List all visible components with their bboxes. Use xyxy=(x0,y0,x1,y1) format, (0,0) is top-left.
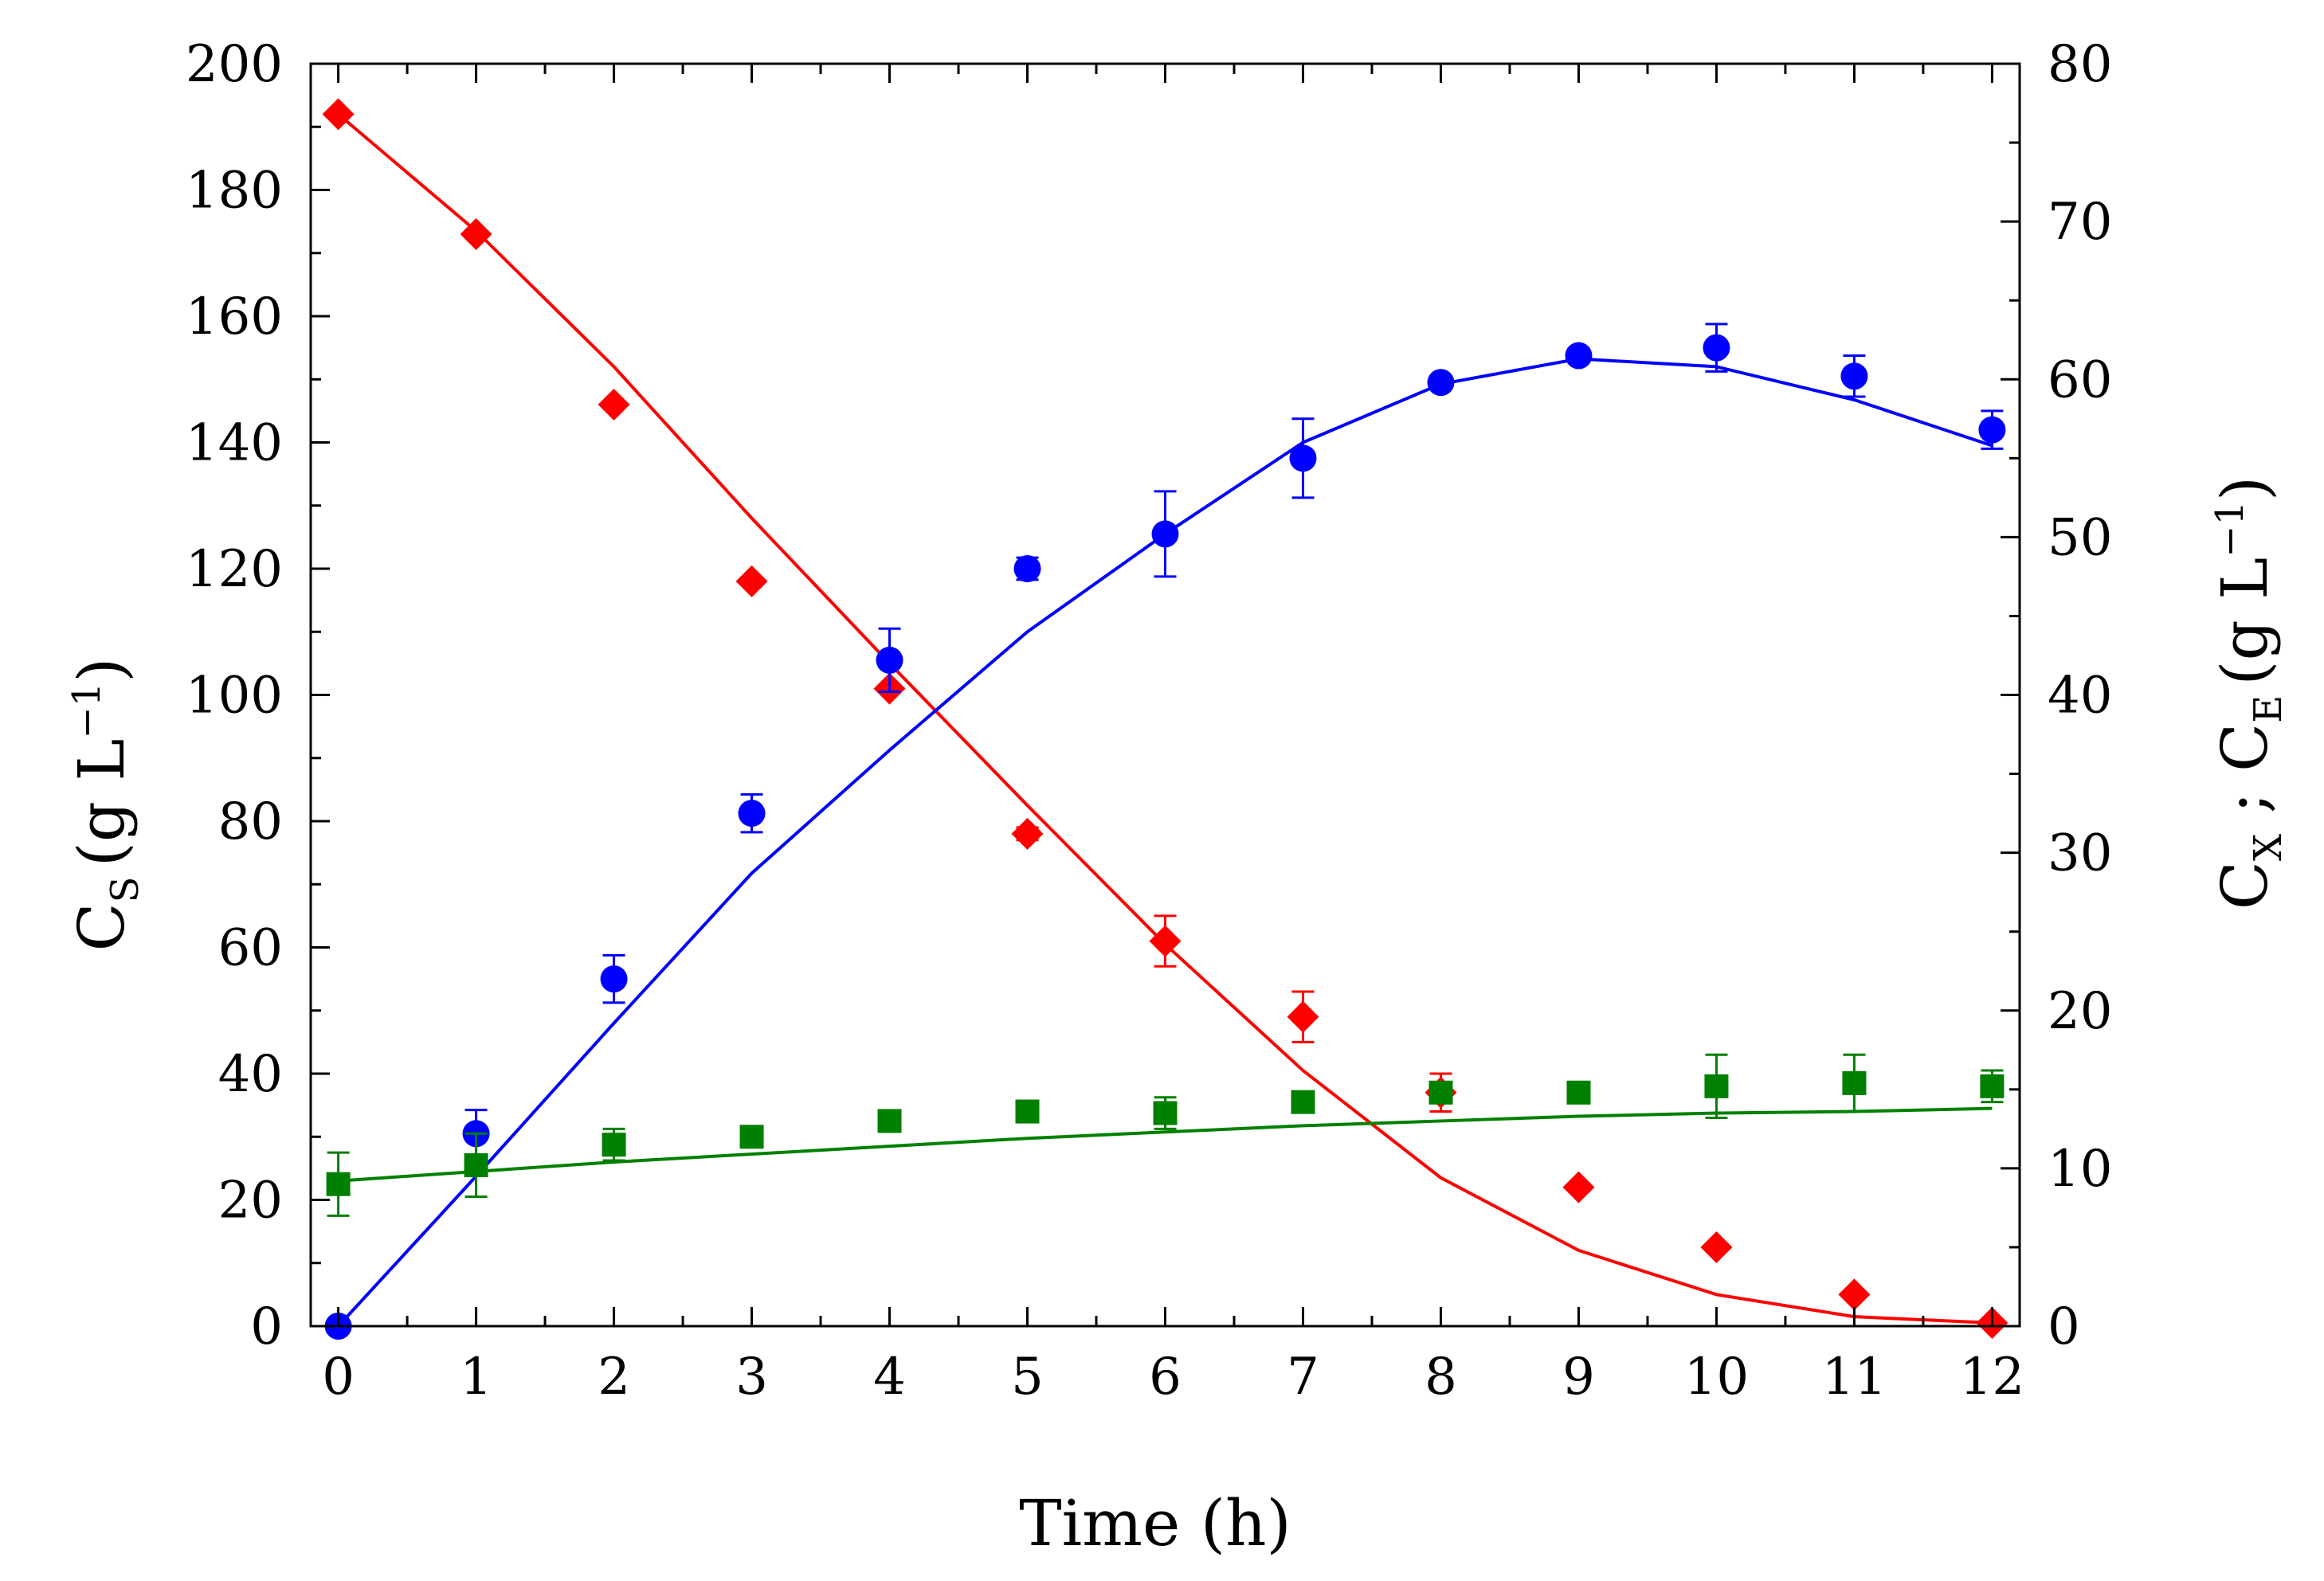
y-right-axis-title: CX ; CE(g L−1) xyxy=(2208,476,2291,910)
point-cs-substrate-data xyxy=(1562,1171,1595,1203)
point-ce-ethanol-data xyxy=(326,1172,351,1196)
point-ce-ethanol-data xyxy=(1153,1101,1178,1125)
point-cx-biomass-data xyxy=(1840,362,1868,390)
point-ce-ethanol-data xyxy=(602,1133,626,1157)
y-left-tick-label: 160 xyxy=(186,288,283,346)
series-line-cx-biomass-model xyxy=(337,357,1993,1328)
point-cx-biomass-data xyxy=(1565,342,1593,370)
x-tick-label: 3 xyxy=(735,1348,768,1407)
point-ce-ethanol-data xyxy=(1842,1070,1867,1095)
point-cx-biomass-data xyxy=(1013,555,1041,582)
x-tick-label: 7 xyxy=(1287,1348,1319,1407)
y-right-tick-label: 10 xyxy=(2048,1140,2112,1199)
point-cx-biomass-data xyxy=(738,800,766,828)
y-left-tick-label: 60 xyxy=(218,919,283,978)
x-tick-label: 1 xyxy=(460,1348,492,1407)
x-tick-label: 9 xyxy=(1562,1348,1595,1407)
point-cx-biomass-data xyxy=(1703,334,1730,362)
y-left-tick-label: 180 xyxy=(186,162,283,221)
x-axis-title: Time (h) xyxy=(1019,1486,1291,1560)
y-left-tick-label: 200 xyxy=(186,35,283,94)
y-left-tick-label: 20 xyxy=(218,1172,283,1231)
point-cs-substrate-data xyxy=(1011,817,1044,850)
y-left-tick-label: 80 xyxy=(218,792,283,851)
x-tick-label: 10 xyxy=(1684,1348,1749,1407)
y-right-tick-label: 60 xyxy=(2048,350,2112,409)
x-tick-label: 12 xyxy=(1960,1348,2024,1407)
point-cx-biomass-data xyxy=(1289,444,1317,472)
point-ce-ethanol-data xyxy=(1428,1080,1453,1105)
point-ce-ethanol-data xyxy=(1704,1074,1729,1098)
x-tick-label: 0 xyxy=(322,1348,355,1407)
point-cx-biomass-data xyxy=(1978,416,2006,444)
x-tick-label: 11 xyxy=(1822,1348,1887,1407)
y-right-tick-label: 80 xyxy=(2048,35,2112,94)
y-right-axis-title-text: CX ; CE(g L−1) xyxy=(2208,476,2291,910)
x-tick-label: 8 xyxy=(1425,1348,1457,1407)
y-left-axis-title-text: CS(g L−1) xyxy=(65,657,147,951)
point-cs-substrate-data xyxy=(735,565,768,597)
y-right-tick-label: 30 xyxy=(2048,824,2112,883)
y-left-tick-label: 40 xyxy=(218,1045,283,1104)
y-right-tick-label: 70 xyxy=(2048,193,2112,252)
x-tick-label: 6 xyxy=(1149,1348,1182,1407)
point-cs-substrate-data xyxy=(1149,925,1182,957)
point-cs-substrate-data xyxy=(598,388,630,421)
y-right-tick-label: 50 xyxy=(2048,508,2112,567)
point-ce-ethanol-data xyxy=(1566,1080,1591,1105)
series-line-cs-substrate-model xyxy=(337,112,1993,1325)
plot-frame xyxy=(309,62,2021,1328)
point-ce-ethanol-data xyxy=(1015,1099,1040,1124)
y-left-axis-title: CS(g L−1) xyxy=(65,657,147,951)
y-right-tick-label: 0 xyxy=(2048,1297,2080,1356)
y-left-tick-label: 120 xyxy=(186,540,283,599)
point-cx-biomass-data xyxy=(600,965,628,993)
x-tick-label: 5 xyxy=(1011,1348,1044,1407)
x-tick-label: 4 xyxy=(873,1348,906,1407)
point-cx-biomass-data xyxy=(876,646,903,674)
y-right-tick-label: 20 xyxy=(2048,982,2112,1041)
point-ce-ethanol-data xyxy=(877,1109,902,1133)
y-left-tick-label: 100 xyxy=(186,667,283,726)
point-ce-ethanol-data xyxy=(1291,1090,1315,1114)
x-tick-label: 2 xyxy=(598,1348,630,1407)
y-left-tick-label: 0 xyxy=(250,1297,283,1356)
y-right-tick-label: 40 xyxy=(2048,667,2112,726)
chart-marks xyxy=(322,98,2009,1340)
point-cs-substrate-data xyxy=(1700,1231,1733,1263)
y-left-tick-label: 140 xyxy=(186,414,283,473)
point-cs-substrate-data xyxy=(1838,1278,1871,1311)
series-line-ce-ethanol-model xyxy=(338,1106,1993,1183)
point-ce-ethanol-data xyxy=(1980,1074,2005,1098)
point-ce-ethanol-data xyxy=(739,1125,764,1149)
chart-axes: 0 1 2 3 4 5 6 7 8 9 10 11 12020406080100120140160180… xyxy=(186,35,2113,1407)
point-cs-substrate-data xyxy=(1287,1000,1319,1033)
